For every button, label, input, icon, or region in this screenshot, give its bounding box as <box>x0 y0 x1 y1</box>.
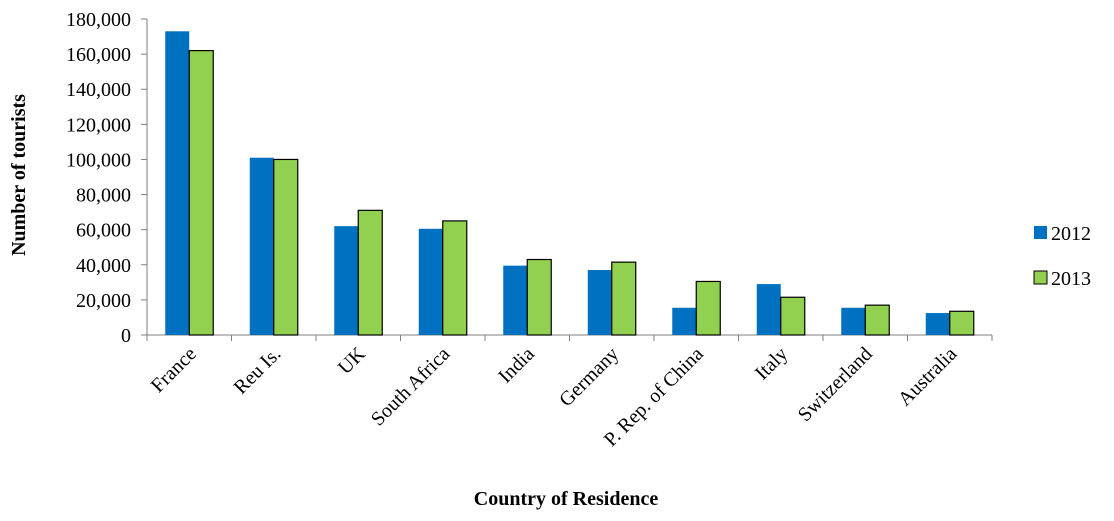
bar-2012-switzerland <box>841 307 866 335</box>
bar-2013-india <box>526 258 552 336</box>
bar-2012-uk <box>334 226 359 335</box>
bar-2012-germany <box>587 270 612 335</box>
x-tick-label: Australia <box>894 343 961 410</box>
legend-swatch-2012 <box>1034 226 1047 239</box>
y-tick-label: 60,000 <box>76 220 131 242</box>
y-tick-label: 20,000 <box>76 290 131 312</box>
bar-2012-reu-is- <box>249 157 274 335</box>
legend-label-2013: 2013 <box>1051 268 1091 290</box>
x-axis <box>146 334 993 341</box>
y-axis-title: Number of tourists <box>8 94 30 256</box>
bar-2013-germany <box>611 261 637 336</box>
y-tick-label: 180,000 <box>66 9 131 31</box>
bar-2012-france <box>165 31 190 336</box>
x-tick-label: Germany <box>555 343 623 411</box>
bar-2012-india <box>503 265 528 335</box>
bar-2012-south-africa <box>418 228 443 335</box>
y-tick-label: 40,000 <box>76 255 131 277</box>
bar-2013-australia <box>949 310 975 336</box>
legend: 2012 2013 <box>1033 223 1091 290</box>
bar-2013-italy <box>780 296 806 336</box>
y-tick-label: 160,000 <box>66 44 131 66</box>
y-tick-label: 140,000 <box>66 79 131 101</box>
y-tick-label: 120,000 <box>66 114 131 136</box>
bar-2012-australia <box>925 313 950 335</box>
bar-2013-p-rep-of-china <box>695 280 721 336</box>
legend-label-2012: 2012 <box>1051 223 1091 245</box>
bar-2013-switzerland <box>864 304 890 336</box>
bar-2012-p-rep-of-china <box>672 307 697 335</box>
y-tick-label: 100,000 <box>66 149 131 171</box>
y-axis: 0 20,000 40,000 60,000 80,000 100,000 120,000 1… <box>66 9 148 347</box>
bar-2013-uk <box>357 209 383 336</box>
bar-2013-reu-is- <box>273 158 299 336</box>
bar-2012-italy <box>756 284 781 335</box>
x-axis-title: Country of Residence <box>474 488 659 510</box>
bars <box>165 31 975 336</box>
bar-2013-france <box>188 49 214 336</box>
y-tick-label: 80,000 <box>76 185 131 207</box>
x-tick-label: UK <box>334 343 370 379</box>
x-tick-label: Italy <box>751 343 792 384</box>
bar-2013-south-africa <box>442 220 468 336</box>
x-tick-label: India <box>494 343 539 388</box>
y-tick-label: 0 <box>121 325 131 347</box>
x-tick-label: France <box>147 343 201 397</box>
x-tick-label: South Africa <box>367 343 455 431</box>
x-tick-label: Switzerland <box>794 343 877 426</box>
legend-swatch-2013 <box>1033 270 1048 285</box>
x-tick-label: Reu Is. <box>230 343 286 399</box>
